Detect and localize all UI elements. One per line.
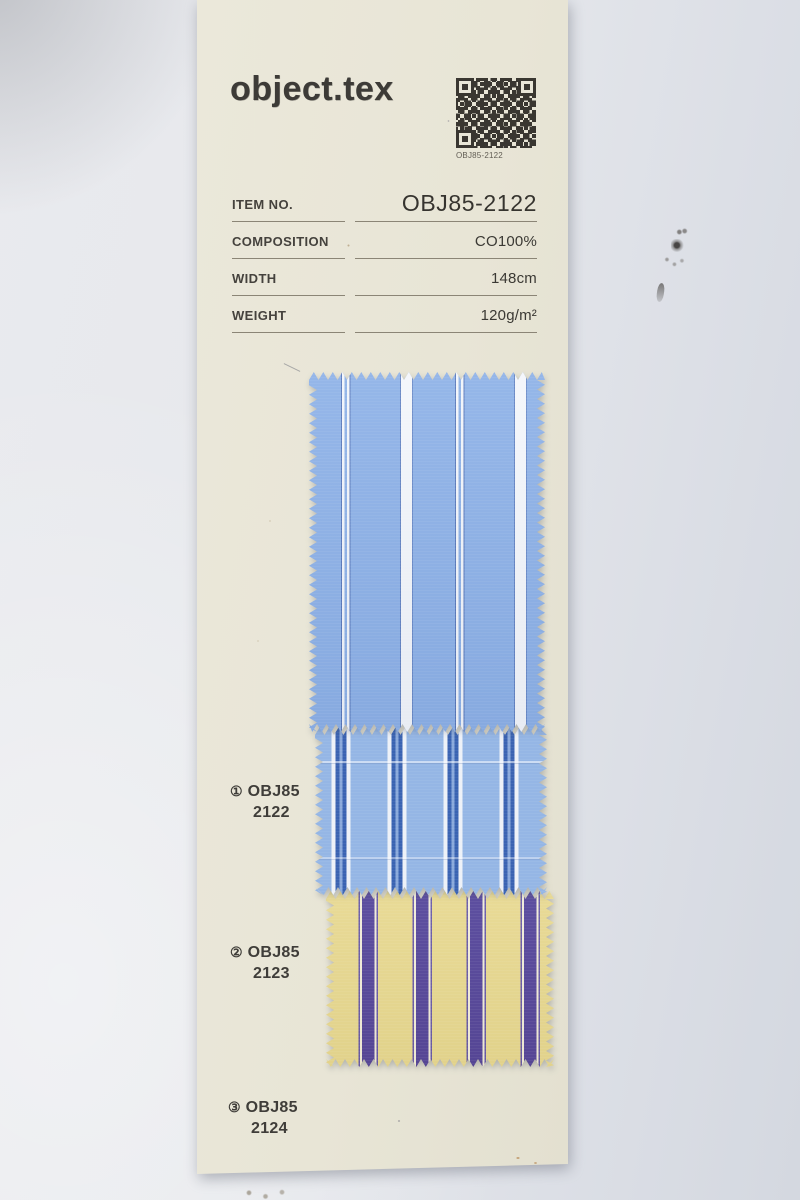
qr-caption: OBJ85-2122 (456, 151, 503, 160)
ink-smudge (671, 239, 685, 253)
qr-finder-icon (518, 78, 536, 96)
spec-row-width: WIDTH 148cm (232, 259, 537, 296)
fabric-swatch-2124-cloth (326, 891, 554, 1067)
stray-fibre (283, 363, 301, 372)
swatch-number: 2124 (251, 1120, 288, 1137)
marker-1-icon: ① (230, 783, 243, 799)
marker-2-icon: ② (230, 944, 243, 960)
marker-3-icon: ③ (228, 1099, 241, 1115)
spec-row-composition: COMPOSITION CO100% (232, 222, 537, 259)
dust-specks (243, 1188, 293, 1200)
swatch-series: OBJ85 (247, 783, 300, 800)
spec-value: OBJ85-2122 (401, 190, 537, 216)
fabric-swatch-2122 (309, 372, 545, 732)
spec-label: COMPOSITION (232, 234, 329, 249)
ink-smudge (663, 255, 685, 270)
spec-value: CO100% (474, 233, 537, 250)
swatch-series: OBJ85 (245, 1099, 298, 1116)
spec-row-item-no: ITEM NO. OBJ85-2122 (232, 185, 537, 222)
spec-table: ITEM NO. OBJ85-2122 COMPOSITION CO100% W… (232, 185, 537, 333)
qr-modules (456, 78, 536, 148)
spec-label: WIDTH (232, 271, 277, 286)
brand-logo: object.tex (230, 70, 394, 108)
spec-label: WEIGHT (232, 308, 287, 323)
spec-label: ITEM NO. (232, 197, 293, 212)
fabric-swatch-2124 (326, 891, 554, 1067)
spec-value: 148cm (490, 270, 537, 287)
ink-smudge (676, 228, 688, 236)
swatch-label-2123: ② OBJ85 2123 (230, 944, 300, 983)
spec-value: 120g/m² (480, 307, 537, 324)
spec-row-weight: WEIGHT 120g/m² (232, 296, 537, 333)
qr-finder-icon (456, 78, 474, 96)
qr-code: OBJ85-2122 (456, 78, 536, 160)
fabric-swatch-2123 (315, 727, 547, 895)
fabric-swatch-2123-cloth (315, 727, 547, 895)
swatch-number: 2122 (253, 804, 290, 821)
qr-finder-icon (456, 130, 474, 148)
fabric-swatch-2122-cloth (309, 372, 545, 732)
swatch-label-2122: ① OBJ85 2122 (230, 783, 300, 822)
swatch-label-2124: ③ OBJ85 2124 (228, 1099, 298, 1138)
swatch-number: 2123 (253, 965, 290, 982)
card-paper: object.tex OBJ85-2122 ITEM NO. OBJ85-212… (197, 0, 568, 1174)
swatch-series: OBJ85 (247, 944, 300, 961)
fabric-sample-card: object.tex OBJ85-2122 ITEM NO. OBJ85-212… (197, 0, 568, 1178)
